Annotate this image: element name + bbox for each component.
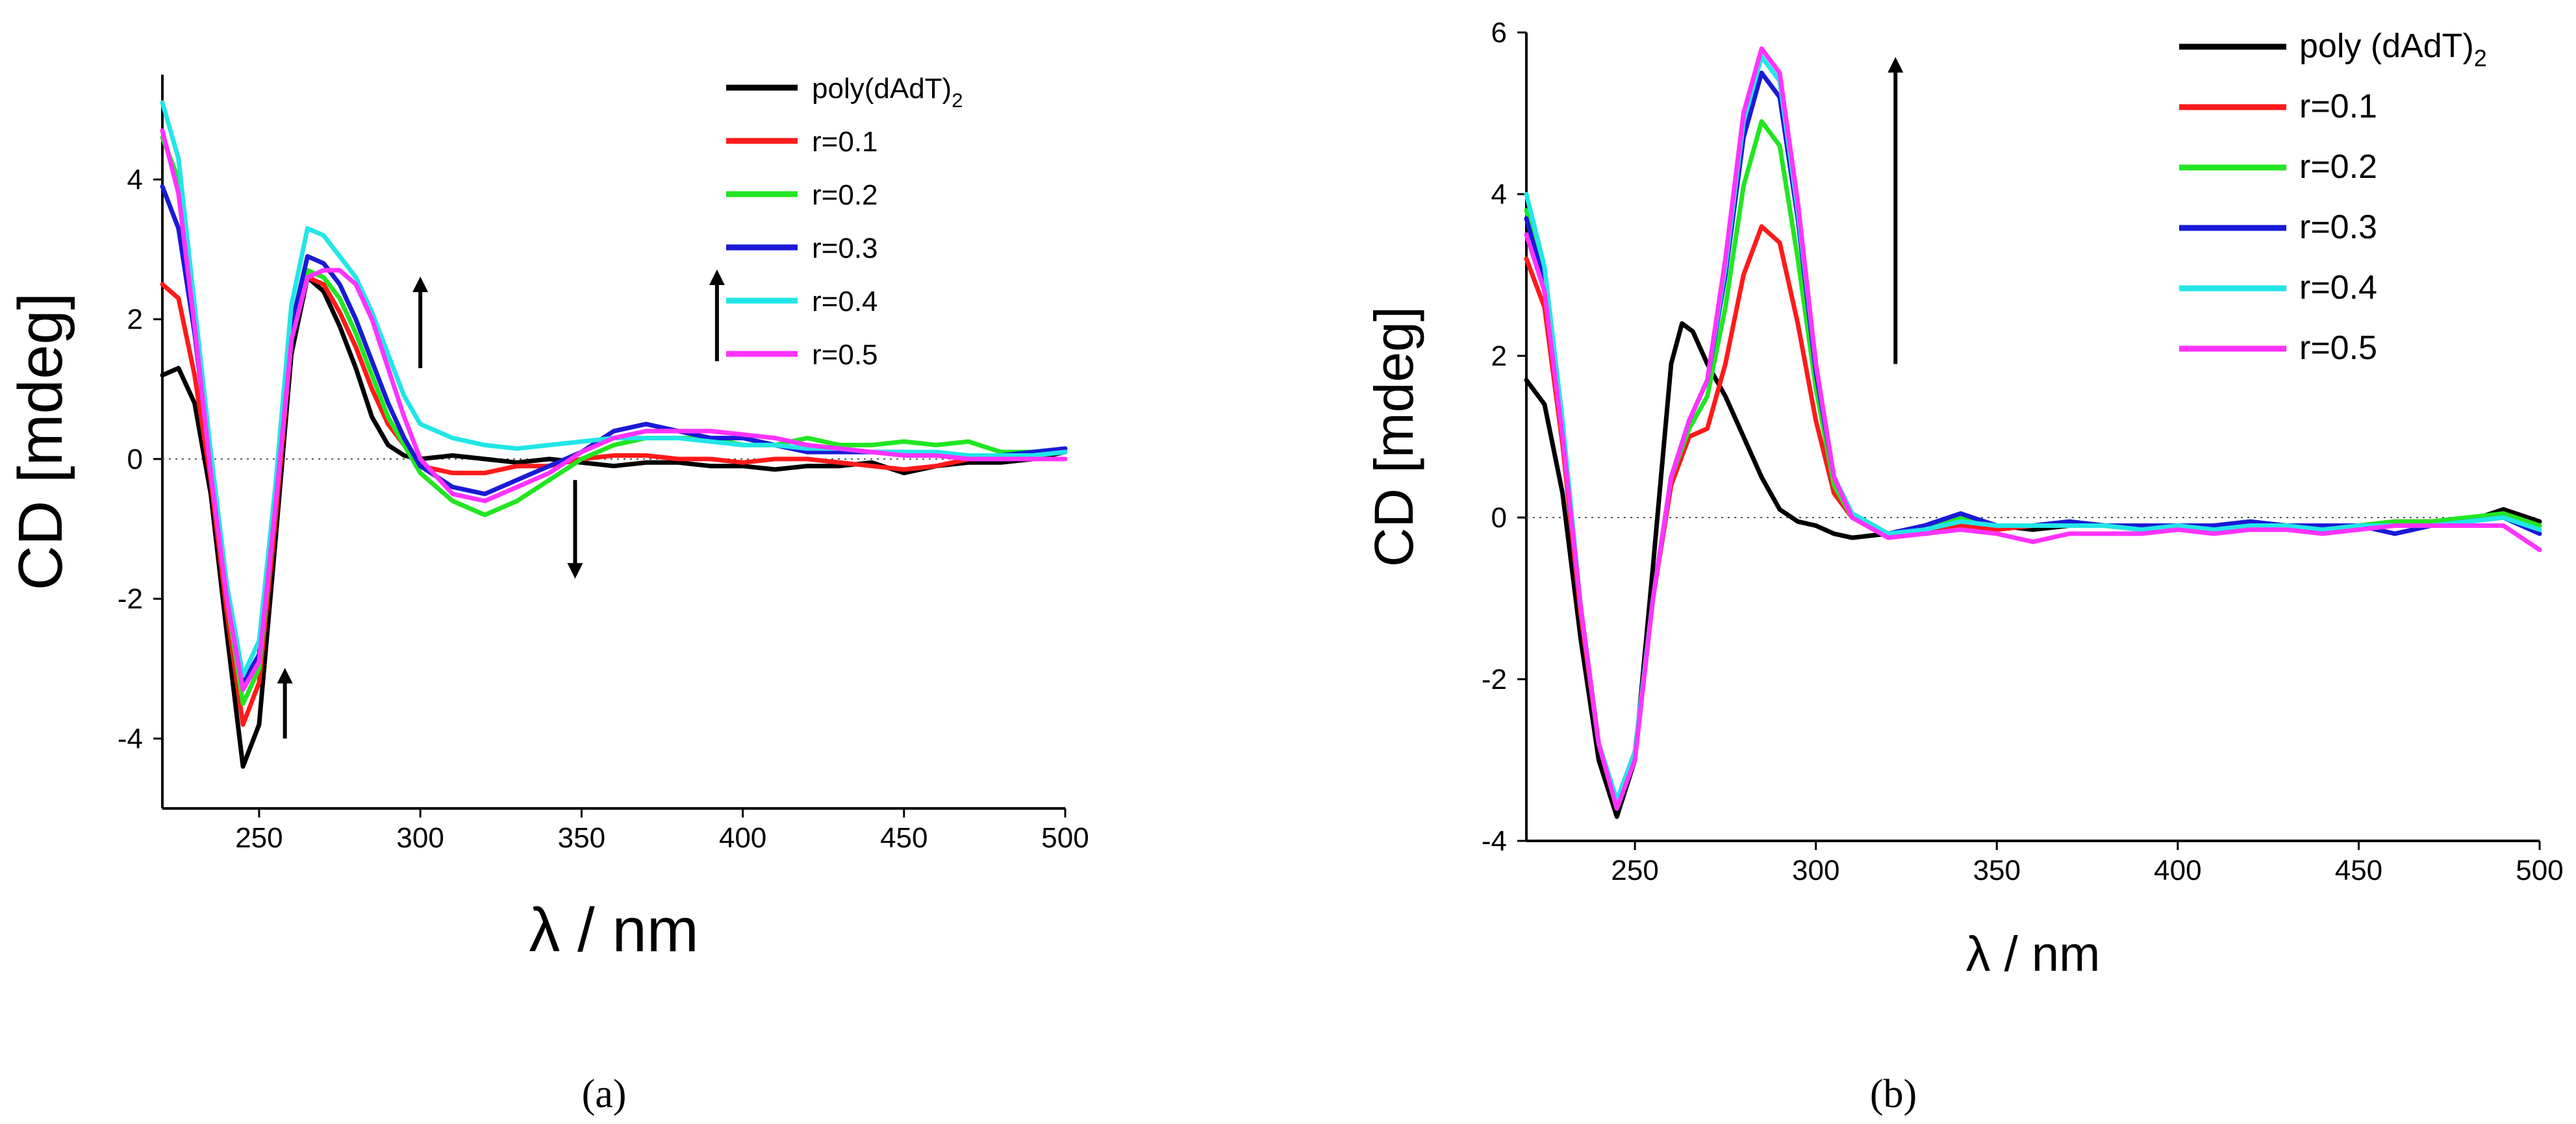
x-tick-label: 250 — [1611, 855, 1658, 886]
x-tick-label: 500 — [2516, 855, 2563, 886]
y-tick-label: -2 — [118, 583, 143, 615]
legend-label-poly: poly (dAdT)2 — [2299, 27, 2487, 71]
legend-label-r03: r=0.3 — [2299, 208, 2377, 246]
y-tick-label: -2 — [1482, 664, 1507, 695]
series-line-r05 — [160, 128, 1068, 692]
legend-label-r05: r=0.5 — [812, 339, 878, 371]
legend-label-poly: poly(dAdT)2 — [812, 73, 963, 112]
x-tick-label: 450 — [2335, 855, 2382, 886]
series-line-r01 — [1524, 224, 2542, 803]
x-tick-label: 500 — [1041, 822, 1089, 854]
legend-label-r04: r=0.4 — [812, 286, 878, 318]
legend-subscript: 2 — [952, 89, 963, 112]
y-tick-label: 2 — [1491, 340, 1507, 372]
x-tick-label: 300 — [396, 822, 444, 854]
series-line-r04 — [1524, 54, 2542, 803]
x-axis-label: λ / nm — [1966, 927, 2101, 982]
x-tick-label: 400 — [719, 822, 766, 854]
y-tick-label: -4 — [118, 723, 143, 755]
legend-subscript: 2 — [2474, 45, 2487, 71]
y-tick-label: 0 — [127, 443, 143, 475]
series-line-r03 — [160, 184, 1068, 685]
x-tick-label: 400 — [2154, 855, 2201, 886]
legend-label-r02: r=0.2 — [812, 179, 878, 211]
series-line-r04 — [160, 100, 1068, 678]
x-tick-label: 350 — [558, 822, 605, 854]
series-line-r02 — [160, 135, 1068, 706]
legend-label-r03: r=0.3 — [812, 232, 878, 264]
y-tick-label: 2 — [127, 304, 143, 336]
y-axis-label: CD [mdeg] — [6, 293, 75, 591]
series-line-r01 — [160, 275, 1068, 727]
series-line-poly — [1524, 321, 2542, 819]
y-tick-label: 4 — [127, 164, 143, 195]
chart-panel-a: 250 300 350 400 450 500 -4 -2 0 2 4 λ / nm CD [mdeg]… — [6, 73, 1089, 965]
legend-label-r01: r=0.1 — [812, 126, 878, 158]
x-tick-label: 450 — [880, 822, 928, 854]
series-line-r03 — [1524, 70, 2542, 803]
y-tick-label: 4 — [1491, 179, 1507, 210]
caption-b: (b) — [1870, 1072, 1917, 1116]
x-tick-label: 250 — [235, 822, 283, 854]
x-axis-label: λ / nm — [529, 895, 698, 965]
x-tick-label: 300 — [1792, 855, 1839, 886]
chart-panel-b: 250 300 350 400 450 500 -4 -2 0 2 4 6 λ / nm CD [mdeg… — [1363, 17, 2564, 982]
legend-label-r01: r=0.1 — [2299, 88, 2377, 125]
legend-label-r04: r=0.4 — [2299, 269, 2377, 306]
y-tick-label: -4 — [1482, 825, 1507, 857]
legend-label-r05: r=0.5 — [2299, 329, 2377, 367]
legend-label-r02: r=0.2 — [2299, 148, 2377, 186]
x-tick-label: 350 — [1973, 855, 2021, 886]
y-tick-label: 0 — [1491, 502, 1507, 534]
caption-a: (a) — [582, 1072, 627, 1116]
y-tick-label: 6 — [1491, 17, 1507, 49]
series-line-r05 — [1524, 46, 2542, 811]
series-line-poly — [160, 275, 1068, 769]
y-axis-label: CD [mdeg] — [1363, 306, 1424, 567]
